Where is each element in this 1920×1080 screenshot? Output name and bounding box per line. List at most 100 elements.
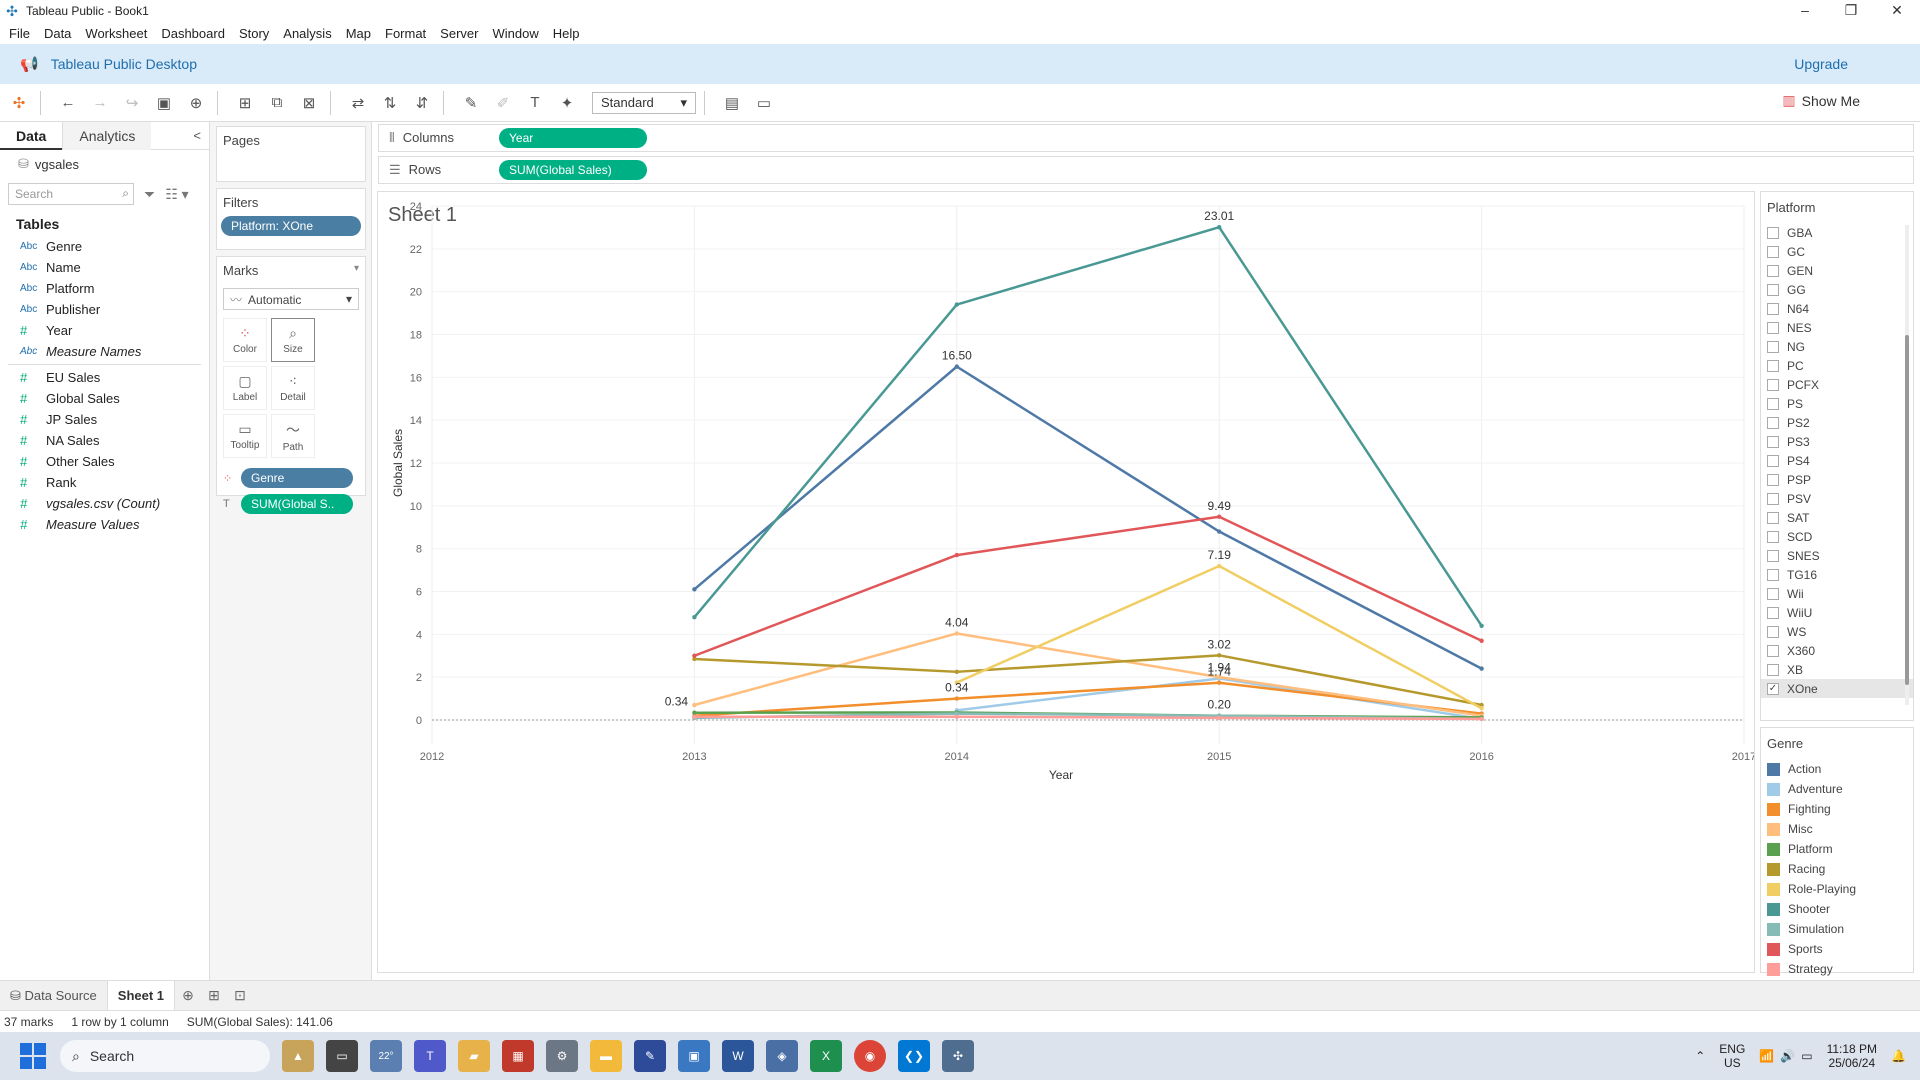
checkbox[interactable] <box>1767 264 1779 277</box>
save-icon[interactable]: ▣ <box>156 94 172 112</box>
platform-option[interactable]: XB <box>1761 660 1913 679</box>
widget-icon[interactable]: ▲ <box>282 1040 314 1072</box>
genre-pill[interactable]: Genre <box>241 468 353 488</box>
legend-item[interactable]: Sports <box>1761 939 1913 959</box>
redo-icon[interactable]: → <box>92 94 108 111</box>
checkbox[interactable] <box>1767 283 1779 296</box>
field-item[interactable]: # Year <box>0 320 209 341</box>
platform-option[interactable]: PCFX <box>1761 375 1913 394</box>
checkbox[interactable] <box>1767 321 1779 334</box>
group-icon[interactable]: ✐ <box>496 94 510 112</box>
checkbox[interactable] <box>1767 568 1779 581</box>
platform-option[interactable]: SCD <box>1761 527 1913 546</box>
sum-global-sales-pill[interactable]: SUM(Global S.. <box>241 494 353 514</box>
checkbox[interactable] <box>1767 473 1779 486</box>
platform-option[interactable]: TG16 <box>1761 565 1913 584</box>
checkbox[interactable] <box>1767 226 1779 239</box>
menu-help[interactable]: Help <box>552 25 580 41</box>
menu-map[interactable]: Map <box>345 25 371 41</box>
field-item[interactable]: Abc Genre <box>0 236 209 257</box>
menu-format[interactable]: Format <box>385 25 427 41</box>
filters-card[interactable]: Filters Platform: XOne <box>216 188 366 250</box>
field-item[interactable]: Abc Measure Names <box>0 341 209 362</box>
platform-option[interactable]: GG <box>1761 280 1913 299</box>
platform-option[interactable]: PC <box>1761 356 1913 375</box>
field-item[interactable]: # JP Sales <box>0 409 209 430</box>
platform-option[interactable]: PS4 <box>1761 451 1913 470</box>
checkbox[interactable] <box>1767 397 1779 410</box>
fit-dropdown[interactable]: Standard ▾ <box>592 91 696 114</box>
task-view-icon[interactable]: ▭ <box>326 1040 358 1072</box>
legend-item[interactable]: Platform <box>1761 839 1913 859</box>
global-sales-pill[interactable]: SUM(Global Sales) <box>499 160 647 180</box>
path-button[interactable]: 〜 Path <box>271 414 315 458</box>
show-me-button[interactable]: ▥ Show Me <box>1782 92 1860 109</box>
explorer-icon[interactable]: ▰ <box>458 1040 490 1072</box>
excel-icon[interactable]: X <box>810 1040 842 1072</box>
menu-dashboard[interactable]: Dashboard <box>161 25 225 41</box>
pin-icon[interactable]: ✦ <box>560 94 574 112</box>
language-indicator[interactable]: ENG US <box>1719 1042 1746 1070</box>
filter-icon[interactable]: ⏷ <box>144 185 156 202</box>
checkbox[interactable] <box>1767 454 1779 467</box>
platform-option[interactable]: SNES <box>1761 546 1913 565</box>
platform-option[interactable]: PS3 <box>1761 432 1913 451</box>
sheet1-tab[interactable]: Sheet 1 <box>106 980 176 1011</box>
chrome-icon[interactable]: ◉ <box>854 1040 886 1072</box>
platform-option[interactable]: N64 <box>1761 299 1913 318</box>
field-item[interactable]: Abc Platform <box>0 278 209 299</box>
store-icon[interactable]: ▦ <box>502 1040 534 1072</box>
platform-option[interactable]: GC <box>1761 242 1913 261</box>
platform-option[interactable]: NES <box>1761 318 1913 337</box>
highlight-icon[interactable]: ✎ <box>464 94 478 112</box>
label-button[interactable]: ▢ Label <box>223 366 267 410</box>
menu-data[interactable]: Data <box>43 25 72 41</box>
platform-option[interactable]: WS <box>1761 622 1913 641</box>
legend-item[interactable]: Misc <box>1761 819 1913 839</box>
duplicate-icon[interactable]: ⧉ <box>271 94 283 111</box>
windows-start-icon[interactable] <box>20 1043 46 1069</box>
detail-button[interactable]: ⁖ Detail <box>271 366 315 410</box>
legend-item[interactable]: Fighting <box>1761 799 1913 819</box>
checkbox[interactable] <box>1767 359 1779 372</box>
checkbox[interactable] <box>1767 644 1779 657</box>
menu-story[interactable]: Story <box>238 25 270 41</box>
field-item[interactable]: Abc Name <box>0 257 209 278</box>
pages-card[interactable]: Pages <box>216 126 366 182</box>
field-item[interactable]: # Measure Values <box>0 514 209 535</box>
notification-icon[interactable]: 🔔 <box>1891 1049 1906 1063</box>
swap-icon[interactable]: ⇄ <box>351 94 365 112</box>
legend-item[interactable]: Action <box>1761 759 1913 779</box>
field-item[interactable]: # Global Sales <box>0 388 209 409</box>
legend-item[interactable]: Role-Playing <box>1761 879 1913 899</box>
chevron-up-icon[interactable]: ⌃ <box>1695 1049 1706 1063</box>
checkbox[interactable] <box>1767 625 1779 638</box>
checkbox[interactable] <box>1767 530 1779 543</box>
maximize-button[interactable]: ❐ <box>1844 2 1858 18</box>
line-chart[interactable]: 2012 2013 2014 2015 2016 20170246810121416182… <box>378 192 1754 972</box>
checkbox[interactable] <box>1767 492 1779 505</box>
legend-item[interactable]: Racing <box>1761 859 1913 879</box>
checkbox[interactable] <box>1767 302 1779 315</box>
checkbox[interactable] <box>1767 245 1779 258</box>
vscode-icon[interactable]: ❮❯ <box>898 1040 930 1072</box>
platform-option[interactable]: PS2 <box>1761 413 1913 432</box>
new-worksheet-icon[interactable]: ⊞ <box>238 94 252 112</box>
field-item[interactable]: # NA Sales <box>0 430 209 451</box>
datasource-item[interactable]: ⛁ vgsales <box>0 150 209 178</box>
field-item[interactable]: # Other Sales <box>0 451 209 472</box>
photos-icon[interactable]: ◈ <box>766 1040 798 1072</box>
rows-shelf[interactable]: ☰ Rows SUM(Global Sales) <box>378 156 1914 184</box>
size-button[interactable]: ⌕ Size <box>271 318 315 362</box>
legend-item[interactable]: Strategy <box>1761 959 1913 979</box>
clock[interactable]: 11:18 PM 25/06/24 <box>1826 1042 1878 1070</box>
tab-analytics[interactable]: Analytics <box>62 121 152 150</box>
platform-option[interactable]: PSP <box>1761 470 1913 489</box>
checkbox[interactable] <box>1767 435 1779 448</box>
teams-icon[interactable]: T <box>414 1040 446 1072</box>
field-item[interactable]: # vgsales.csv (Count) <box>0 493 209 514</box>
pen-app-icon[interactable]: ✎ <box>634 1040 666 1072</box>
checkbox[interactable] <box>1767 511 1779 524</box>
settings-icon[interactable]: ⚙ <box>546 1040 578 1072</box>
legend-item[interactable]: Simulation <box>1761 919 1913 939</box>
